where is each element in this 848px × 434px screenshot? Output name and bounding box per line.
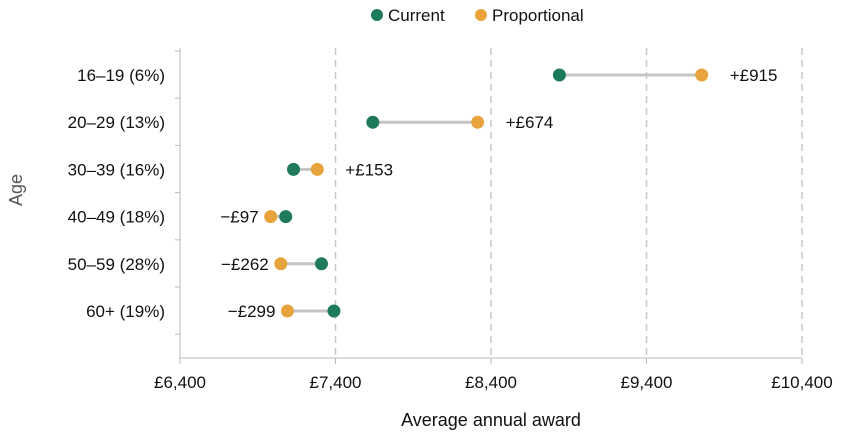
y-tick-label-4: 50–59 (28%): [68, 255, 165, 274]
x-axis-title: Average annual award: [401, 410, 581, 430]
x-tick-label-4: £10,400: [771, 373, 832, 392]
difference-label-1: +£674: [506, 113, 554, 132]
point-proportional-4: [274, 257, 288, 271]
legend-marker-current: [371, 9, 383, 21]
y-axis-title: Age: [6, 174, 26, 206]
x-tick-label-2: £8,400: [465, 373, 517, 392]
difference-label-5: −£299: [228, 302, 276, 321]
point-proportional-3: [264, 210, 278, 224]
x-tick-label-0: £6,400: [154, 373, 206, 392]
point-proportional-2: [310, 162, 324, 176]
legend: Current Proportional: [371, 6, 584, 25]
data-marks: +£915 +£674 +£153 −£97 −£262 −£299: [220, 66, 777, 321]
point-current-0: [552, 68, 566, 82]
legend-marker-proportional: [475, 9, 487, 21]
point-current-5: [327, 304, 341, 318]
y-tick-label-0: 16–19 (6%): [77, 66, 165, 85]
y-tick-label-1: 20–29 (13%): [68, 113, 165, 132]
point-current-2: [287, 162, 301, 176]
legend-label-proportional: Proportional: [492, 6, 584, 25]
difference-label-4: −£262: [221, 255, 269, 274]
x-tick-label-1: £7,400: [310, 373, 362, 392]
y-tick-label-2: 30–39 (16%): [68, 160, 165, 179]
legend-label-current: Current: [388, 6, 445, 25]
difference-label-2: +£153: [345, 160, 393, 179]
y-tick-label-3: 40–49 (18%): [68, 208, 165, 227]
y-tick-label-5: 60+ (19%): [86, 302, 165, 321]
point-current-1: [366, 115, 380, 129]
gridlines: [334, 48, 803, 358]
difference-label-3: −£97: [220, 208, 258, 227]
point-proportional-5: [280, 304, 294, 318]
x-axis-ticks: £6,400 £7,400 £8,400 £9,400 £10,400: [154, 358, 833, 392]
point-proportional-1: [471, 115, 485, 129]
point-proportional-0: [695, 68, 709, 82]
x-tick-label-3: £9,400: [621, 373, 673, 392]
point-current-4: [315, 257, 329, 271]
difference-label-0: +£915: [730, 66, 778, 85]
y-axis-ticks: 16–19 (6%) 20–29 (13%) 30–39 (16%) 40–49 (1…: [68, 50, 180, 335]
point-current-3: [279, 210, 293, 224]
